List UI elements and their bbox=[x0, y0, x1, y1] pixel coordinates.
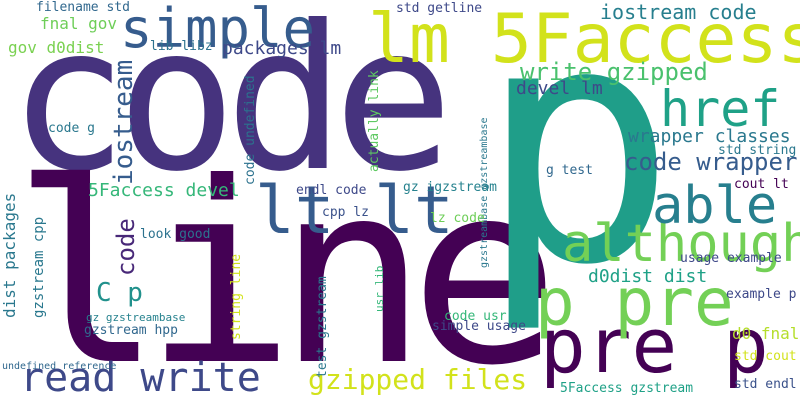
word-example-p: example p bbox=[726, 287, 797, 302]
word-gzstream-hpp: gzstream hpp bbox=[84, 323, 178, 338]
word-devel-lm: devel lm bbox=[516, 78, 603, 99]
word-d0-fnal: d0 fnal bbox=[732, 324, 800, 343]
word-string-line: string line bbox=[229, 253, 244, 340]
word-code: code bbox=[8, 0, 454, 216]
word-usage-example: usage example bbox=[680, 251, 782, 266]
word-actually-link: actually link bbox=[367, 70, 382, 172]
word-packages-lm: packages lm bbox=[222, 38, 342, 59]
word-write-gzipped: write gzipped bbox=[520, 58, 708, 86]
word-dist-packages: dist packages bbox=[0, 192, 19, 318]
word-gzstream-cpp: gzstream cpp bbox=[31, 216, 47, 318]
word-pre-p: pre p bbox=[540, 301, 769, 390]
word-p: p bbox=[478, 0, 677, 337]
word-d0dist-dist: d0dist dist bbox=[588, 266, 708, 287]
word-test-gzstream: test gzstream bbox=[315, 276, 330, 378]
word-code-undefined: code undefined bbox=[243, 75, 258, 185]
word-code-usr: code usr bbox=[444, 309, 507, 324]
word-gz-igzstream: gz igzstream bbox=[403, 180, 497, 195]
word-g-test: g test bbox=[546, 163, 593, 178]
word-gzipped-files: gzipped files bbox=[308, 363, 528, 396]
word-5faccess-gzstream: 5Faccess gzstream bbox=[560, 381, 694, 396]
word-cout-lt: cout lt bbox=[734, 177, 789, 192]
word-c-p: C p bbox=[96, 278, 143, 308]
word-iostream-code: iostream code bbox=[600, 0, 757, 24]
word-lz-code: lz code bbox=[430, 211, 485, 226]
word-lm-5faccess: lm 5Faccess bbox=[368, 0, 800, 79]
word-code-v: code bbox=[112, 218, 140, 276]
word-able: able bbox=[652, 176, 778, 236]
word-lt-lt: lt lt bbox=[255, 172, 454, 249]
word-iostream-v: iostream bbox=[109, 59, 139, 185]
word-std-cout: std cout bbox=[734, 349, 797, 364]
word-code-g: code g bbox=[48, 121, 95, 136]
word-fnal-gov: fnal gov bbox=[40, 14, 118, 33]
word-usr-lib: usr lib bbox=[373, 265, 386, 312]
word-look-good: look good bbox=[140, 227, 211, 242]
word-5faccess-devel: 5Faccess devel bbox=[88, 180, 240, 201]
word-filename-std: filename std bbox=[36, 0, 130, 15]
word-undefined-reference: undefined reference bbox=[2, 361, 117, 372]
word-line: line bbox=[12, 129, 560, 400]
word-std-endl: std endl bbox=[734, 377, 797, 392]
word-simple-usage: simple usage bbox=[432, 319, 526, 334]
word-lib-libz: lib libz bbox=[150, 39, 213, 54]
word-gz-gzstreambase: gz gzstreambase bbox=[86, 311, 186, 324]
word-although: although bbox=[562, 214, 800, 274]
word-read-write: read write bbox=[20, 355, 261, 400]
word-std-getline: std getline bbox=[396, 1, 483, 16]
word-code-wrapper: code wrapper bbox=[624, 148, 798, 176]
word-endl-code: endl code bbox=[296, 183, 367, 198]
word-wrapper-classes: wrapper classes bbox=[628, 126, 791, 147]
word-simple: simple bbox=[120, 0, 316, 60]
word-cpp-lz: cpp lz bbox=[322, 205, 369, 220]
word-gov-d0dist: gov d0dist bbox=[8, 38, 105, 57]
word-std-string: std string bbox=[718, 143, 797, 158]
word-p-pre: p pre bbox=[535, 264, 734, 341]
word-href: href bbox=[660, 80, 781, 138]
